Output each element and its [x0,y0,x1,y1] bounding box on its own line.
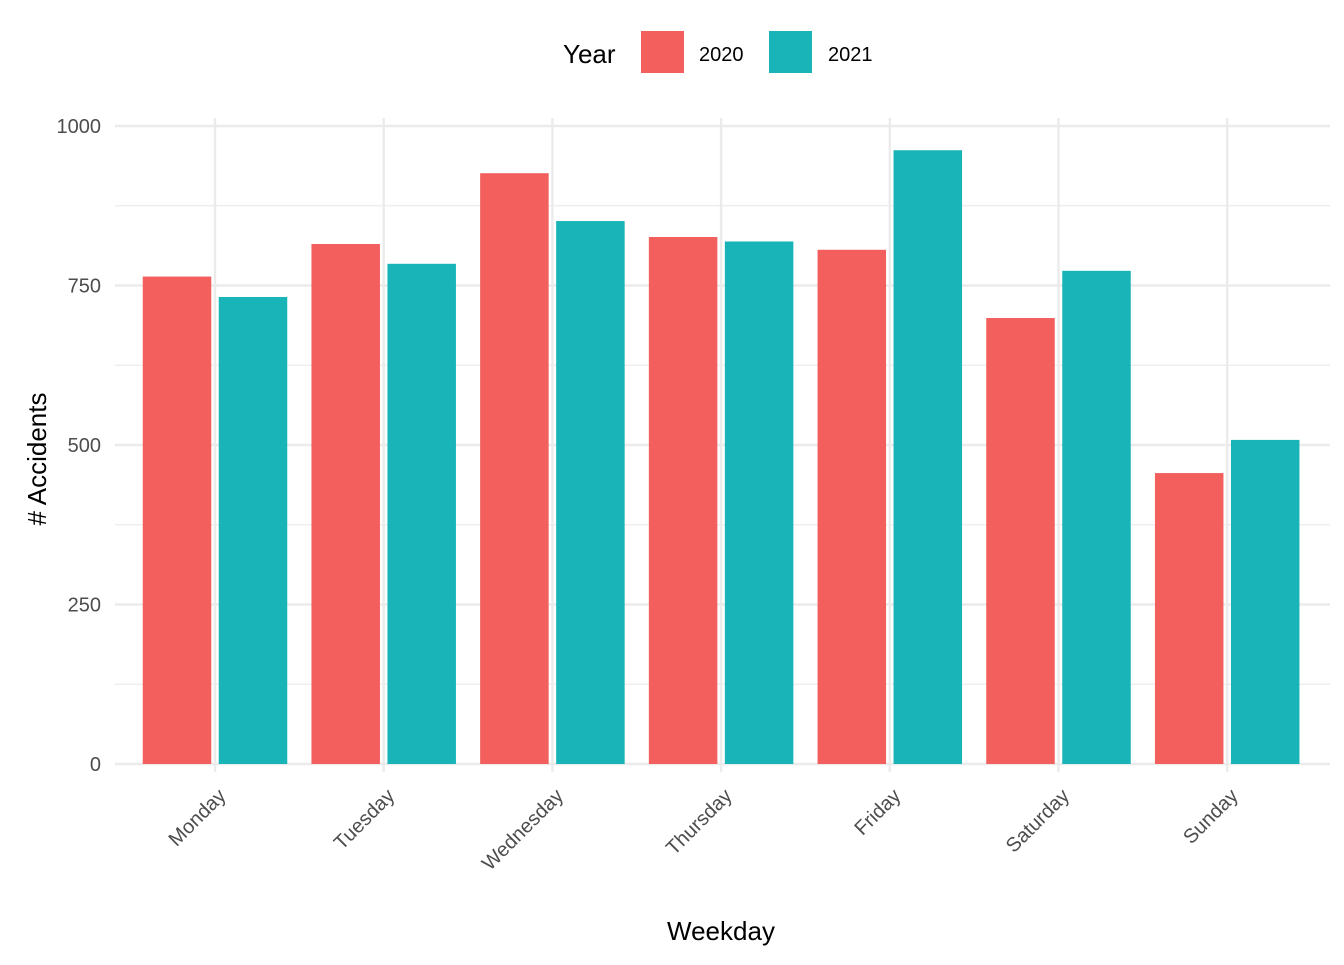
bar-2021-friday [893,150,963,764]
y-tick-label: 1000 [57,116,102,138]
bar-2020-wednesday [480,173,549,764]
y-axis-ticks: 0 250 500 750 1000 [57,116,102,776]
legend-items: 2020 2021 [641,31,873,73]
y-tick-label: 750 [68,276,101,298]
legend-key-2020 [641,31,684,73]
x-axis-ticks: Monday Tuesday Wednesday Thursday Friday Satu… [165,785,1243,875]
bar-2021-tuesday [387,263,456,764]
bar-2020-friday [817,249,887,765]
x-tick-label: Thursday [662,785,737,860]
bar-2020-thursday [648,237,718,765]
bar-2020-sunday [1154,473,1224,764]
bar-2021-sunday [1230,439,1300,764]
y-axis-title: # Accidents [22,393,52,526]
x-tick-label: Tuesday [330,785,399,854]
bar-2021-monday [218,296,288,764]
bar-2020-tuesday [311,244,380,764]
bars [142,150,1300,765]
y-tick-label: 250 [68,595,101,617]
bar-2020-saturday [986,318,1055,764]
legend-label-2020: 2020 [699,44,744,66]
legend-title: Year [563,39,616,69]
x-tick-label: Wednesday [478,785,568,875]
bar-2021-saturday [1062,270,1131,764]
bar-2020-monday [142,276,212,764]
x-tick-label: Monday [165,785,231,851]
y-tick-label: 500 [68,435,101,457]
grid-lines [115,118,1330,772]
x-tick-label: Saturday [1002,785,1074,857]
legend: Year 2020 2021 [563,31,873,73]
x-axis-title: Weekday [667,916,775,946]
legend-label-2021: 2021 [828,44,873,66]
x-tick-label: Friday [850,785,905,840]
bar-2021-wednesday [556,221,625,764]
legend-key-2021 [769,31,812,73]
bar-2021-thursday [724,241,794,764]
x-tick-label: Sunday [1179,785,1243,849]
y-tick-label: 0 [90,754,101,776]
